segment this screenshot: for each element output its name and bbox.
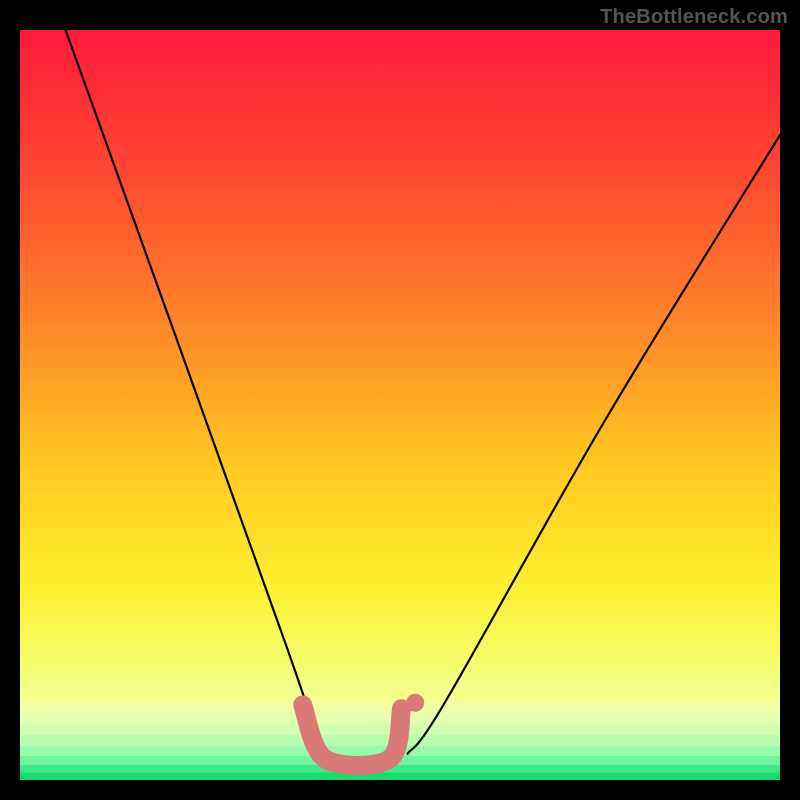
bottleneck-chart: [0, 0, 800, 800]
gradient-band: [20, 773, 780, 781]
watermark-text: TheBottleneck.com: [600, 6, 788, 29]
gradient-panel: [20, 30, 780, 780]
optimal-range-end-dot: [406, 694, 424, 712]
chart-stage: TheBottleneck.com: [0, 0, 800, 800]
gradient-band: [20, 765, 780, 773]
